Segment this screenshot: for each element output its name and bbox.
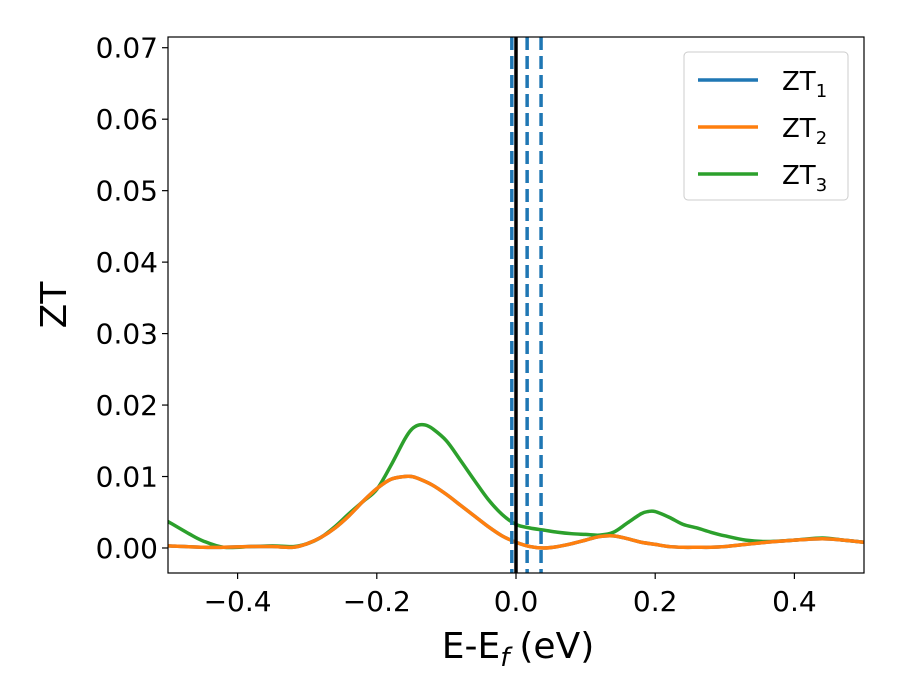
y-tick-label: 0.05 <box>96 175 158 208</box>
legend-label: ZT3 <box>782 161 827 196</box>
y-tick-label: 0.02 <box>96 389 158 422</box>
x-tick-label: 0.2 <box>633 585 678 618</box>
x-axis-label: E-Ef (eV) <box>442 626 595 673</box>
y-tick-label: 0.07 <box>96 32 158 65</box>
legend-label: ZT2 <box>782 114 827 149</box>
legend-item-zt2: ZT2 <box>698 114 827 149</box>
y-axis-label: ZT <box>34 281 75 329</box>
x-tick-label: −0.2 <box>343 585 411 618</box>
y-tick-label: 0.03 <box>96 318 158 351</box>
y-tick-label: 0.06 <box>96 103 158 136</box>
x-tick-label: 0.0 <box>494 585 539 618</box>
x-axis-label-main: E-E <box>442 626 500 667</box>
x-tick-label: −0.4 <box>204 585 272 618</box>
legend-box <box>683 51 849 201</box>
series-line-zt2 <box>168 474 864 550</box>
x-tick-label: 0.4 <box>772 585 817 618</box>
y-tick-label: 0.00 <box>96 532 158 565</box>
x-axis-label-unit: (eV) <box>519 626 594 667</box>
legend-label: ZT1 <box>782 67 827 102</box>
plot-clip-group <box>168 37 864 573</box>
x-axis-label-subscript: f <box>500 643 513 673</box>
axes-frame <box>167 36 865 574</box>
legend: ZT1 ZT2 ZT3 <box>683 51 849 201</box>
y-tick-label: 0.01 <box>96 461 158 494</box>
plot-area <box>168 37 864 573</box>
y-tick-label: 0.04 <box>96 246 158 279</box>
legend-item-zt3: ZT3 <box>698 161 827 196</box>
axis-ticks: −0.4 −0.2 0.0 0.2 0.4 0.00 0.01 0.02 0.03 0.04 0.0… <box>96 32 817 618</box>
legend-item-zt1: ZT1 <box>698 67 827 102</box>
